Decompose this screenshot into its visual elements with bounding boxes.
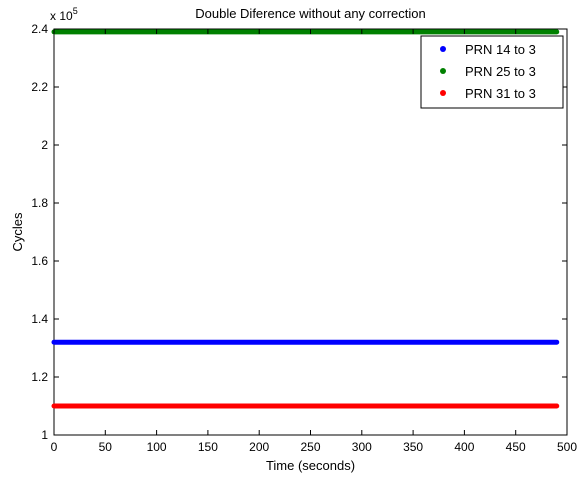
x-tick-label: 200 [249, 440, 269, 454]
legend: PRN 14 to 3 PRN 25 to 3 PRN 31 to 3 [420, 35, 564, 109]
y-tick-label: 2.2 [31, 80, 48, 94]
legend-marker-3 [440, 90, 446, 96]
y-multiplier-label: x 105 [50, 6, 78, 23]
x-tick-label: 150 [198, 440, 218, 454]
legend-label-1: PRN 14 to 3 [465, 42, 536, 57]
series-layer [51, 29, 560, 409]
ticks-layer: 0 50 100 150 200 250 300 350 400 450 500 1 1.2 1.4 1.6… [31, 22, 577, 454]
x-tick-label: 350 [403, 440, 423, 454]
y-multiplier-base: x 10 [50, 9, 73, 23]
y-tick-label: 1.4 [31, 312, 48, 326]
x-tick-label: 50 [99, 440, 113, 454]
y-tick-label: 1.8 [31, 196, 48, 210]
y-tick-label: 1 [41, 428, 48, 442]
legend-marker-2 [440, 68, 446, 74]
x-tick-label: 250 [300, 440, 320, 454]
y-tick-label: 2.4 [31, 22, 48, 36]
y-axis-title: Cycles [10, 212, 25, 252]
y-tick-label: 1.6 [31, 254, 48, 268]
y-multiplier-exponent: 5 [73, 6, 78, 16]
x-tick-label: 300 [352, 440, 372, 454]
x-axis-title: Time (seconds) [266, 458, 355, 473]
y-tick-label: 2 [41, 138, 48, 152]
legend-marker-1 [440, 46, 446, 52]
legend-label-3: PRN 31 to 3 [465, 86, 536, 101]
legend-label-2: PRN 25 to 3 [465, 64, 536, 79]
x-tick-label: 450 [506, 440, 526, 454]
x-tick-label: 400 [454, 440, 474, 454]
x-tick-label: 500 [557, 440, 577, 454]
x-tick-label: 0 [51, 440, 58, 454]
y-tick-label: 1.2 [31, 370, 48, 384]
x-tick-label: 100 [147, 440, 167, 454]
chart-title: Double Diference without any correction [195, 6, 426, 21]
